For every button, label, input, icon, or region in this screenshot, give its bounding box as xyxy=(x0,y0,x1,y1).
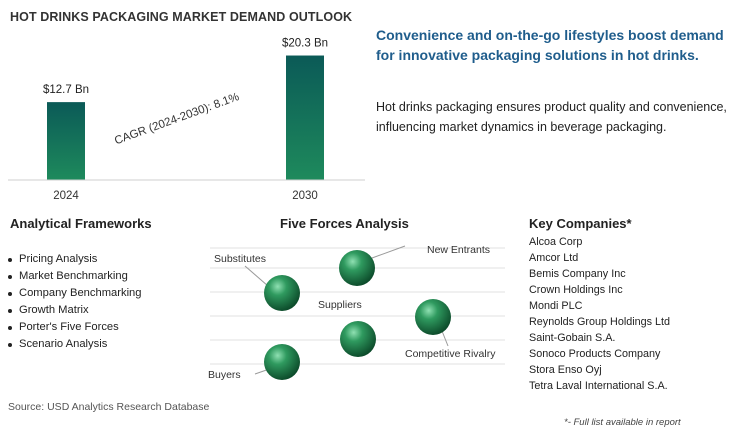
suppliers-label: Suppliers xyxy=(318,299,362,311)
framework-item: Market Benchmarking xyxy=(8,268,142,285)
competitive-rivalry-label: Competitive Rivalry xyxy=(405,348,496,360)
substitutes-sphere xyxy=(264,275,300,311)
company-item-label: Reynolds Group Holdings Ltd xyxy=(529,316,671,328)
framework-item: Company Benchmarking xyxy=(8,285,142,302)
new-entrants-label: New Entrants xyxy=(427,244,490,256)
framework-item-label: Growth Matrix xyxy=(19,304,89,316)
company-item-label: Bemis Company Inc xyxy=(529,268,626,280)
company-item-label: Saint-Gobain S.A. xyxy=(529,332,616,344)
description: Hot drinks packaging ensures product qua… xyxy=(376,100,727,134)
company-item-label: Alcoa Corp xyxy=(529,236,583,248)
framework-item-label: Scenario Analysis xyxy=(19,338,108,350)
framework-item: Scenario Analysis xyxy=(8,336,142,353)
companies-title: Key Companies* xyxy=(529,216,632,231)
x-tick-label-2030: 2030 xyxy=(292,190,318,202)
bullet-icon xyxy=(8,342,12,347)
bullet-icon xyxy=(8,325,12,330)
bullet-icon xyxy=(8,308,12,313)
headline: Convenience and on-the-go lifestyles boo… xyxy=(376,27,724,63)
framework-item-label: Market Benchmarking xyxy=(19,270,128,282)
company-item-label: Mondi PLC xyxy=(529,300,583,312)
company-item-label: Tetra Laval International S.A. xyxy=(529,380,668,392)
framework-item: Porter's Five Forces xyxy=(8,319,142,336)
value-label-2024: $12.7 Bn xyxy=(43,84,89,96)
framework-item-label: Pricing Analysis xyxy=(19,253,98,265)
company-item: Crown Holdings Inc xyxy=(529,282,670,298)
five-forces-title: Five Forces Analysis xyxy=(280,216,409,231)
buyers-label: Buyers xyxy=(208,369,241,381)
bullet-icon xyxy=(8,274,12,279)
suppliers-sphere xyxy=(340,321,376,357)
company-item: Bemis Company Inc xyxy=(529,266,670,282)
framework-item-label: Porter's Five Forces xyxy=(19,321,119,333)
company-item: Saint-Gobain S.A. xyxy=(529,330,670,346)
x-tick-label-2024: 2024 xyxy=(53,190,79,202)
framework-item-label: Company Benchmarking xyxy=(19,287,142,299)
competitive-rivalry-sphere xyxy=(415,299,451,335)
company-item: Alcoa Corp xyxy=(529,234,670,250)
cagr-annotation: CAGR (2024-2030): 8.1% xyxy=(113,91,241,147)
bar-2030 xyxy=(286,55,324,180)
company-item: Stora Enso Oyj xyxy=(529,362,670,378)
frameworks-list: Pricing Analysis Market Benchmarking Compa… xyxy=(8,251,142,353)
chart-title: HOT DRINKS PACKAGING MARKET DEMAND OUTLO… xyxy=(10,10,353,24)
value-label-2030: $20.3 Bn xyxy=(282,38,328,50)
bullet-icon xyxy=(8,291,12,296)
buyers-sphere xyxy=(264,344,300,380)
bullet-icon xyxy=(8,257,12,262)
company-item: Tetra Laval International S.A. xyxy=(529,378,670,394)
bar-2024 xyxy=(47,102,85,180)
company-item-label: Sonoco Products Company xyxy=(529,348,661,360)
company-item-label: Crown Holdings Inc xyxy=(529,284,623,296)
full-list-note: *- Full list available in report xyxy=(564,417,681,428)
companies-list: Alcoa Corp Amcor Ltd Bemis Company Inc Crow… xyxy=(529,234,670,394)
frameworks-title: Analytical Frameworks xyxy=(10,216,152,231)
framework-item: Pricing Analysis xyxy=(8,251,142,268)
framework-item: Growth Matrix xyxy=(8,302,142,319)
company-item: Mondi PLC xyxy=(529,298,670,314)
source-note: Source: USD Analytics Research Database xyxy=(8,401,210,413)
new-entrants-sphere xyxy=(339,250,375,286)
substitutes-label: Substitutes xyxy=(214,253,266,265)
company-item: Amcor Ltd xyxy=(529,250,670,266)
company-item: Reynolds Group Holdings Ltd xyxy=(529,314,670,330)
company-item: Sonoco Products Company xyxy=(529,346,670,362)
company-item-label: Stora Enso Oyj xyxy=(529,364,602,376)
five-forces-diagram: Substitutes New Entrants Suppliers Compe… xyxy=(208,244,505,381)
company-item-label: Amcor Ltd xyxy=(529,252,579,264)
market-bar-chart: $12.7 Bn 2024 $20.3 Bn 2030 CAGR (2024-2030… xyxy=(8,38,365,202)
